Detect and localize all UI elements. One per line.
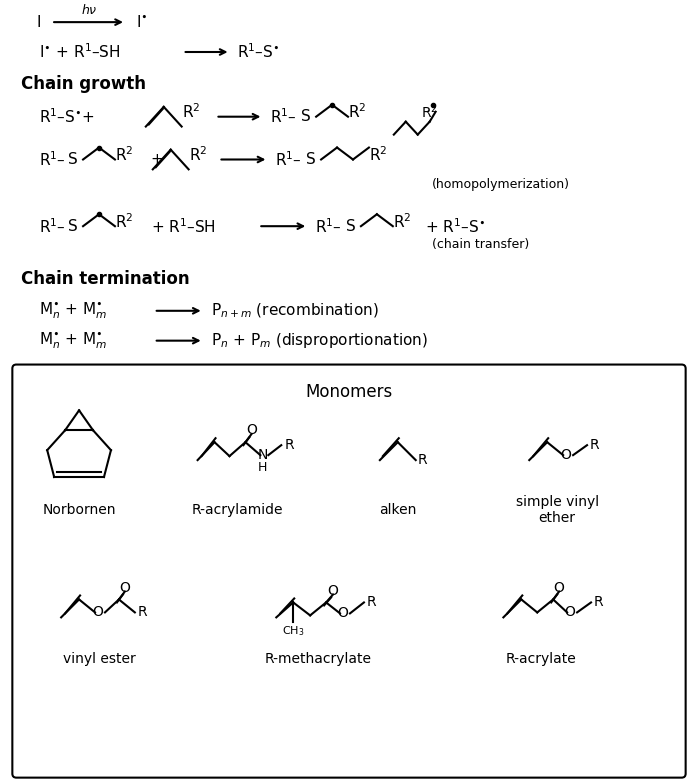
Text: R-acrylate: R-acrylate [506, 652, 577, 666]
Text: (chain transfer): (chain transfer) [432, 238, 529, 251]
Text: R: R [138, 605, 147, 619]
Text: R$^{2}$: R$^{2}$ [115, 145, 133, 164]
Text: R: R [590, 438, 600, 452]
Text: R$^{1}$–: R$^{1}$– [270, 107, 297, 126]
Text: R$^{2}$: R$^{2}$ [181, 103, 200, 121]
Text: R$^{2}$: R$^{2}$ [115, 212, 133, 230]
Text: O: O [92, 605, 104, 619]
Text: O: O [120, 580, 131, 594]
Text: R$^{2}$: R$^{2}$ [369, 145, 387, 164]
Text: I$^{\bullet}$ + R$^{1}$–SH: I$^{\bullet}$ + R$^{1}$–SH [39, 42, 121, 61]
FancyBboxPatch shape [13, 365, 686, 778]
Text: R$^{2}$: R$^{2}$ [348, 103, 366, 121]
Text: Norbornen: Norbornen [42, 503, 116, 517]
Text: H: H [258, 460, 267, 474]
Text: M$_n^{\bullet}$ + M$_m^{\bullet}$: M$_n^{\bullet}$ + M$_m^{\bullet}$ [39, 330, 107, 351]
Text: O: O [246, 423, 257, 437]
Text: alken: alken [379, 503, 416, 517]
Text: P$_{n+m}$ (recombination): P$_{n+m}$ (recombination) [211, 302, 378, 320]
Text: Chain growth: Chain growth [22, 74, 147, 93]
Text: S: S [68, 152, 78, 167]
Text: R: R [418, 453, 427, 467]
Text: $h\nu$: $h\nu$ [81, 3, 97, 17]
Text: R: R [284, 438, 294, 452]
Text: R$^{1}$–S$^{\bullet}$+: R$^{1}$–S$^{\bullet}$+ [39, 107, 95, 126]
Text: S: S [68, 219, 78, 234]
Text: R$^{1}$–: R$^{1}$– [275, 151, 302, 169]
Text: O: O [561, 448, 571, 462]
Text: N: N [257, 448, 268, 462]
Text: R$^{1}$–: R$^{1}$– [315, 217, 342, 235]
Text: S: S [346, 219, 356, 234]
Text: CH$_3$: CH$_3$ [282, 624, 304, 638]
Text: P$_n$ + P$_m$ (disproportionation): P$_n$ + P$_m$ (disproportionation) [211, 331, 427, 350]
Text: + R$^{1}$–SH: + R$^{1}$–SH [151, 217, 215, 235]
Text: S: S [306, 152, 316, 167]
Text: Chain termination: Chain termination [22, 270, 190, 288]
Text: S: S [302, 109, 311, 124]
Text: I: I [37, 15, 42, 30]
Text: R-methacrylate: R-methacrylate [265, 652, 372, 666]
Text: R$^{2}$: R$^{2}$ [393, 212, 411, 230]
Text: simple vinyl
ether: simple vinyl ether [516, 495, 598, 525]
Text: vinyl ester: vinyl ester [63, 652, 136, 666]
Text: + R$^{1}$–S$^{\bullet}$: + R$^{1}$–S$^{\bullet}$ [425, 217, 484, 235]
Text: Monomers: Monomers [305, 383, 393, 401]
Text: R$^{1}$–S$^{\bullet}$: R$^{1}$–S$^{\bullet}$ [238, 42, 280, 61]
Text: I$^{\bullet}$: I$^{\bullet}$ [136, 14, 147, 30]
Text: O: O [554, 580, 564, 594]
Text: +: + [151, 152, 163, 167]
Text: O: O [564, 605, 575, 619]
Text: M$_n^{\bullet}$ + M$_m^{\bullet}$: M$_n^{\bullet}$ + M$_m^{\bullet}$ [39, 300, 107, 321]
Text: O: O [338, 606, 348, 620]
Text: R: R [594, 595, 604, 609]
Text: R: R [367, 595, 377, 609]
Text: R$^{2}$: R$^{2}$ [421, 103, 438, 121]
Text: R$^{1}$–: R$^{1}$– [39, 151, 66, 169]
Text: R$^{2}$: R$^{2}$ [188, 145, 207, 164]
Text: R$^{1}$–: R$^{1}$– [39, 217, 66, 235]
Text: R-acrylamide: R-acrylamide [192, 503, 283, 517]
Text: (homopolymerization): (homopolymerization) [432, 178, 570, 191]
Text: O: O [327, 583, 338, 597]
